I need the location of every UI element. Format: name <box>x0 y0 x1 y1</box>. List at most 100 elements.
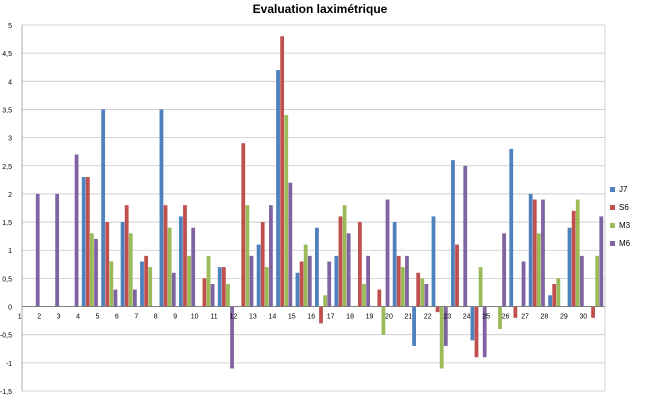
bar-m6-18 <box>366 255 370 307</box>
bar-s6-20 <box>396 255 401 307</box>
bar-s6-28 <box>552 284 557 307</box>
bar-m3-25 <box>498 306 502 330</box>
bar-j7-27 <box>528 193 533 307</box>
y-tick-label: -1,5 <box>0 389 12 396</box>
bar-m6-27 <box>541 199 545 307</box>
x-tick-label: 11 <box>210 314 217 321</box>
bar-j7-28 <box>548 295 553 307</box>
legend-swatch <box>610 186 615 192</box>
bar-j7-16 <box>315 227 319 307</box>
bar-m6-12 <box>249 255 254 307</box>
bar-m6-13 <box>269 205 273 307</box>
x-tick-label: 25 <box>482 314 490 321</box>
y-tick-label: -1 <box>6 361 12 368</box>
x-tick-label: 29 <box>560 314 568 321</box>
bar-m3-7 <box>148 267 153 307</box>
x-tick-label: 14 <box>268 314 276 321</box>
legend-label: J7 <box>619 184 628 194</box>
legend-item-s6: S6 <box>610 198 630 216</box>
bar-m3-10 <box>206 255 211 307</box>
x-tick-label: 17 <box>327 314 335 321</box>
bar-j7-29 <box>567 227 572 307</box>
bar-s6-11 <box>221 267 226 307</box>
y-tick-label: 0 <box>8 305 12 312</box>
bar-m3-20 <box>400 267 405 307</box>
bar-m6-14 <box>288 182 293 307</box>
bar-m6-23 <box>463 165 468 307</box>
bar-j7-13 <box>256 244 261 307</box>
bar-m3-16 <box>323 295 328 307</box>
x-tick-label: 3 <box>57 314 61 321</box>
bar-m6-19 <box>385 199 390 307</box>
legend-swatch <box>610 204 615 210</box>
bar-s6-24 <box>474 306 479 358</box>
bar-m6-25 <box>502 233 507 307</box>
bar-j7-21 <box>412 306 416 346</box>
bar-j7-14 <box>276 70 280 307</box>
bar-m3-4 <box>90 233 94 307</box>
x-tick-label: 7 <box>134 314 138 321</box>
bar-m6-4 <box>94 238 98 307</box>
bar-m3-29 <box>575 199 580 307</box>
bar-s6-29 <box>571 210 576 307</box>
x-tick-label: 27 <box>521 314 529 321</box>
bar-s6-7 <box>144 255 149 307</box>
bar-s6-22 <box>435 306 440 313</box>
bar-m6-6 <box>132 289 137 307</box>
x-tick-label: 13 <box>249 314 257 321</box>
legend-item-m6: M6 <box>610 234 630 252</box>
bar-m6-11 <box>230 306 234 369</box>
x-tick-label: 2 <box>37 314 41 321</box>
legend-item-m3: M3 <box>610 216 630 234</box>
bar-s6-8 <box>163 205 168 307</box>
x-tick-label: 9 <box>173 314 177 321</box>
x-tick-label: 21 <box>404 314 412 321</box>
legend-label: S6 <box>619 202 629 212</box>
bar-s6-12 <box>241 143 246 307</box>
bar-s6-27 <box>532 199 537 307</box>
x-tick-label: 30 <box>579 314 587 321</box>
y-tick-label: 1 <box>8 248 12 255</box>
bar-m3-9 <box>187 255 191 307</box>
bar-m6-30 <box>599 216 604 307</box>
bar-j7-26 <box>509 148 514 307</box>
bar-s6-5 <box>105 222 110 307</box>
x-tick-label: 26 <box>502 314 510 321</box>
y-tick-label: -0,5 <box>0 333 12 340</box>
y-tick-label: 3,5 <box>2 107 12 114</box>
bar-m3-6 <box>128 233 133 307</box>
bar-m3-28 <box>556 278 561 307</box>
x-tick-label: 20 <box>385 314 393 321</box>
bar-m6-1 <box>35 193 40 307</box>
x-tick-label: 12 <box>230 314 238 321</box>
bar-j7-5 <box>101 109 106 307</box>
bar-j7-9 <box>178 216 183 307</box>
bar-m6-20 <box>405 255 409 307</box>
bar-m3-22 <box>439 306 444 369</box>
bar-m6-26 <box>521 261 526 307</box>
bar-m3-12 <box>245 205 250 307</box>
bar-j7-20 <box>392 222 397 307</box>
x-tick-label: 8 <box>154 314 158 321</box>
bar-s6-26 <box>513 306 518 318</box>
chart-legend: J7 S6 M3 M6 <box>610 180 630 252</box>
bar-s6-17 <box>338 216 343 307</box>
bar-m6-24 <box>482 306 487 358</box>
y-tick-label: 4,5 <box>2 51 12 58</box>
x-tick-label: 10 <box>191 314 199 321</box>
bar-s6-9 <box>183 205 187 307</box>
x-tick-label: 1 <box>18 314 22 321</box>
bar-m6-15 <box>307 255 312 307</box>
y-tick-label: 5 <box>8 23 12 30</box>
bar-m3-14 <box>284 115 289 307</box>
bar-s6-14 <box>280 36 285 307</box>
bar-m6-2 <box>55 193 60 307</box>
bar-s6-19 <box>377 289 382 307</box>
y-tick-label: 3 <box>8 136 12 143</box>
bar-s6-4 <box>85 177 90 307</box>
bar-j7-4 <box>81 177 86 307</box>
bar-j7-7 <box>140 261 144 307</box>
y-tick-label: 2,5 <box>2 164 12 171</box>
bar-j7-15 <box>295 272 300 307</box>
